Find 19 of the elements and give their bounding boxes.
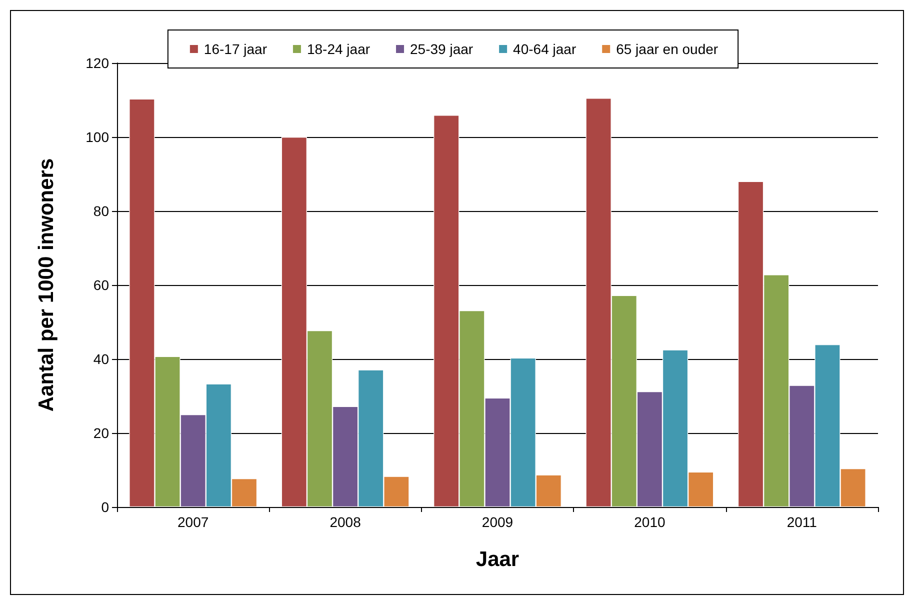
legend-label: 25-39 jaar (410, 41, 474, 57)
x-tick-label: 2009 (482, 514, 514, 530)
y-tick-label: 60 (93, 277, 110, 293)
x-tick-label: 2007 (178, 514, 209, 530)
y-axis-title: Aantal per 1000 inwoners (35, 158, 58, 412)
y-tick-label: 100 (86, 129, 110, 145)
x-tick-label: 2010 (634, 514, 666, 530)
x-tick-label: 2011 (786, 514, 818, 530)
x-tick-label: 2008 (330, 514, 362, 530)
legend-label: 40-64 jaar (513, 41, 576, 57)
y-tick-label: 120 (86, 55, 110, 71)
y-tick-label: 0 (101, 499, 110, 515)
x-axis-title: Jaar (476, 548, 520, 571)
y-tick-label: 40 (93, 351, 110, 367)
y-tick-label: 20 (93, 425, 110, 441)
y-tick-label: 80 (93, 203, 110, 219)
legend-label: 16-17 jaar (204, 41, 268, 57)
legend-label: 65 jaar en ouder (616, 41, 718, 57)
legend-label: 18-24 jaar (306, 41, 370, 57)
